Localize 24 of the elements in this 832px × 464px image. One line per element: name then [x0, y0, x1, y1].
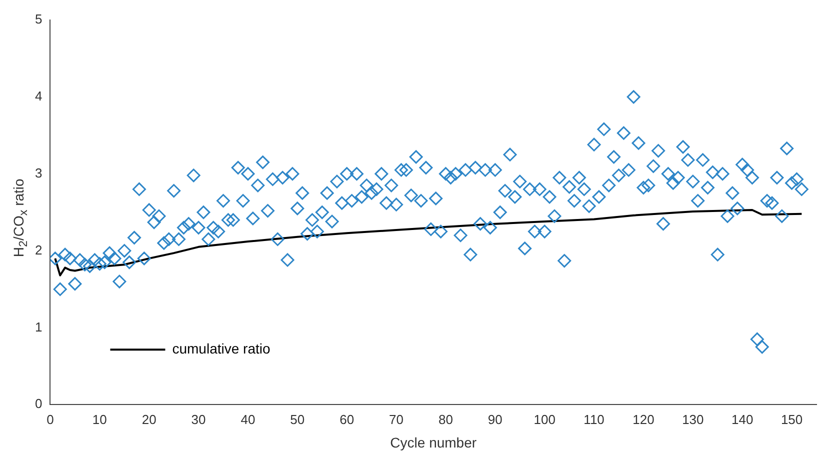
- y-tick-label: 3: [34, 165, 42, 180]
- x-tick-label: 100: [534, 412, 556, 427]
- x-tick-label: 80: [438, 412, 453, 427]
- x-tick-label: 120: [632, 412, 654, 427]
- legend-label: cumulative ratio: [172, 340, 270, 356]
- x-tick-label: 0: [46, 412, 54, 427]
- x-tick-label: 130: [682, 412, 704, 427]
- x-tick-label: 90: [488, 412, 502, 427]
- x-tick-label: 40: [240, 412, 256, 427]
- y-tick-label: 0: [34, 396, 42, 412]
- y-tick-label: 4: [34, 88, 42, 104]
- x-tick-label: 50: [290, 412, 305, 427]
- x-axis-title: Cycle number: [390, 434, 477, 450]
- y-tick-label: 5: [34, 12, 42, 27]
- y-tick-label: 2: [34, 242, 42, 258]
- x-tick-label: 140: [731, 412, 754, 427]
- x-tick-label: 60: [340, 412, 354, 427]
- y-tick-label: 1: [34, 319, 42, 334]
- x-tick-label: 150: [780, 412, 803, 427]
- x-tick-label: 10: [92, 412, 107, 427]
- x-tick-label: 70: [389, 412, 404, 427]
- x-tick-label: 30: [191, 412, 206, 427]
- x-tick-label: 110: [584, 412, 604, 427]
- x-tick-label: 20: [142, 412, 156, 427]
